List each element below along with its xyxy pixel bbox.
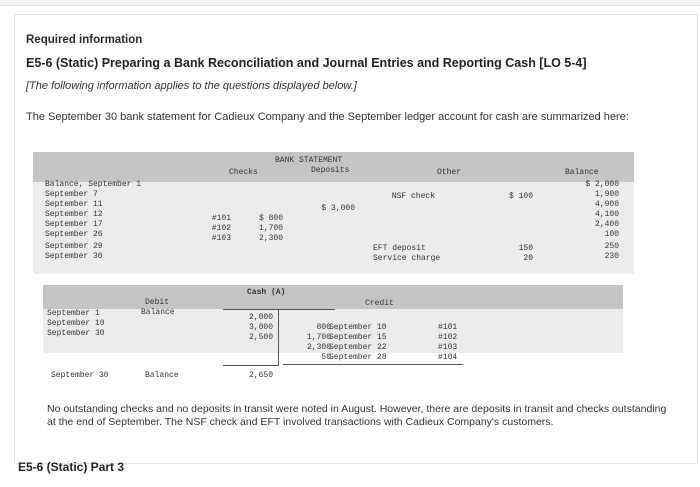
credit-date: September 28: [329, 353, 387, 362]
row-check-no: #102: [211, 224, 231, 233]
row-other-desc: EFT deposit: [373, 244, 426, 253]
credit-amount: 800: [316, 323, 331, 332]
credit-date: September 22: [329, 343, 387, 352]
row-balance: 4,900: [594, 200, 619, 209]
row-balance: 250: [604, 242, 619, 251]
part-label: E5-6 (Static) Part 3: [18, 460, 125, 474]
required-information-label: Required information: [26, 34, 143, 46]
debit-header: Debit: [145, 298, 170, 307]
row-check-amt: $ 800: [258, 214, 283, 223]
row-other-desc: Service charge: [373, 254, 441, 263]
other-header: Other: [437, 168, 462, 177]
bank-statement-title: BANK STATEMENT: [275, 156, 343, 165]
row-other-amt: 150: [518, 244, 533, 253]
debit-date: September 10: [47, 319, 105, 328]
row-other-desc: NSF check: [391, 192, 435, 201]
ledger-body: [43, 309, 623, 353]
debit-amount: 3,000: [248, 323, 273, 332]
credit-ref: #103: [438, 343, 458, 352]
row-label: September 11: [45, 200, 103, 209]
row-deposit: $ 3,000: [321, 204, 355, 213]
bank-statement-body: [33, 182, 634, 274]
debit-amount: 2,500: [248, 333, 273, 342]
credit-header: Credit: [365, 299, 394, 308]
cash-ledger-t-account: Cash (A) Debit Balance Credit September …: [43, 285, 623, 385]
row-label: September 12: [45, 210, 103, 219]
row-balance: 1,900: [594, 190, 619, 199]
credit-amount: 50: [321, 353, 331, 362]
credit-ref: #101: [438, 323, 458, 332]
row-label: Balance, September 1: [45, 180, 142, 189]
row-balance: 2,400: [594, 220, 619, 229]
debit-date: September 1: [47, 309, 100, 318]
debit-date: September 30: [47, 329, 105, 338]
row-check-amt: 1,700: [258, 224, 283, 233]
debit-amount: 2,000: [248, 313, 273, 322]
ending-amount: 2,650: [248, 371, 273, 380]
row-other-amt: $ 100: [508, 192, 533, 201]
credit-amount: 2,300: [306, 343, 331, 352]
intro-text: The September 30 bank statement for Cadi…: [26, 111, 629, 123]
row-label: September 7: [45, 190, 98, 199]
checks-header: Checks: [229, 168, 258, 177]
applies-note: [The following information applies to th…: [26, 80, 357, 92]
t-account-bottom-rule: [223, 365, 279, 366]
row-check-no: #103: [211, 234, 231, 243]
credit-date: September 15: [329, 333, 387, 342]
credit-ref: #102: [438, 333, 458, 342]
top-toolbar-strip: [0, 0, 700, 6]
row-balance: 4,100: [594, 210, 619, 219]
credit-date: September 10: [329, 323, 387, 332]
row-other-amt: 20: [523, 254, 533, 263]
cash-account-title: Cash (A): [247, 288, 286, 297]
footnote-text: No outstanding checks and no deposits in…: [47, 403, 667, 428]
row-check-no: #101: [211, 214, 231, 223]
deposits-header: Deposits: [311, 166, 350, 175]
credit-underline: [283, 364, 463, 365]
row-label: September 30: [45, 252, 103, 261]
t-account-divider: [278, 309, 279, 365]
ledger-header: [43, 285, 623, 309]
ending-label: Balance: [145, 371, 179, 380]
bank-statement-header: [33, 152, 634, 182]
ending-date: September 30: [51, 371, 109, 380]
row-balance: $ 2,000: [585, 180, 619, 189]
row-label: September 29: [45, 242, 103, 251]
exercise-title: E5-6 (Static) Preparing a Bank Reconcili…: [26, 56, 587, 70]
row-label: September 17: [45, 220, 103, 229]
row-balance: 100: [604, 230, 619, 239]
row-label: September 26: [45, 230, 103, 239]
row-check-amt: 2,300: [258, 234, 283, 243]
row-balance: 230: [604, 252, 619, 261]
t-account-top-rule: [223, 309, 335, 310]
bank-statement-table: BANK STATEMENT Checks Deposits Other Bal…: [33, 152, 634, 274]
credit-ref: #104: [438, 353, 458, 362]
credit-amount: 1,700: [306, 333, 331, 342]
balance-header: Balance: [141, 308, 175, 317]
balance-header: Balance: [565, 168, 599, 177]
